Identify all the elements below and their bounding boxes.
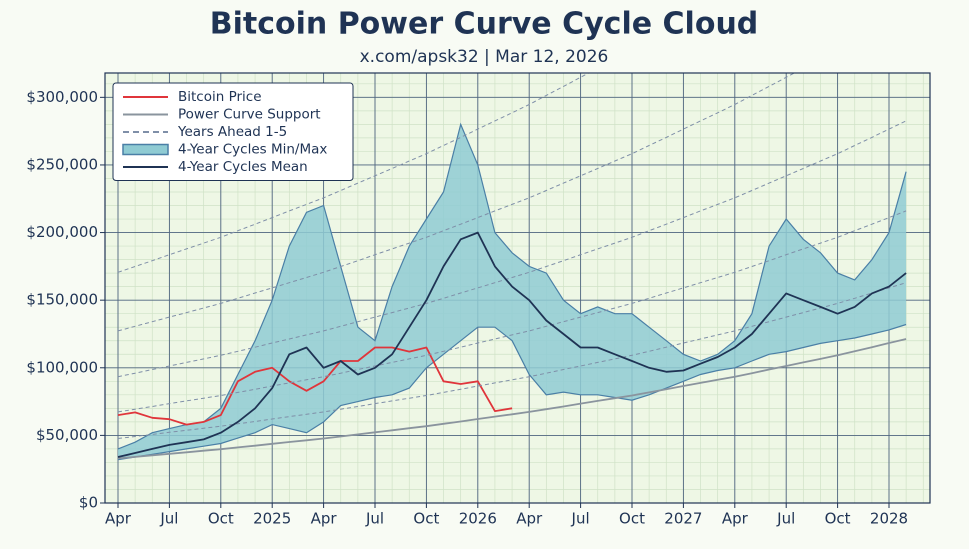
x-tick-label: 2025: [253, 510, 291, 528]
marks: [117, 73, 907, 461]
y-tick-label: $100,000: [26, 358, 98, 376]
y-tick-label: $200,000: [26, 223, 98, 241]
x-tick-label: 2027: [664, 510, 702, 528]
x-tick-label: Jul: [159, 510, 178, 528]
y-tick-label: $50,000: [36, 426, 98, 444]
x-tick-label: Jul: [571, 510, 590, 528]
x-tick-label: Apr: [722, 510, 749, 528]
years-ahead-line: [117, 73, 796, 332]
legend-label: Years Ahead 1-5: [177, 124, 287, 140]
series-line: [117, 338, 907, 460]
legend-label: Bitcoin Price: [178, 89, 262, 105]
chart-subtitle: x.com/apsk32 | Mar 12, 2026: [360, 47, 609, 67]
cycle-band: [118, 124, 907, 460]
years-ahead-line: [117, 120, 907, 378]
x-tick-label: Oct: [208, 510, 234, 528]
x-tick-label: Jul: [776, 510, 795, 528]
axes: $0 $50,000 $100,000 $150,000 $200,000 $250,00…: [26, 88, 908, 528]
x-tick-label: Oct: [825, 510, 851, 528]
legend-label: Power Curve Support: [178, 107, 321, 123]
years-ahead-line: [117, 210, 907, 413]
x-tick-label: Oct: [413, 510, 439, 528]
y-tick-label: $0: [79, 494, 98, 512]
years-ahead-line: [117, 282, 907, 439]
legend-swatch: [122, 143, 169, 156]
legend-label: 4-Year Cycles Min/Max: [178, 142, 327, 158]
x-tick-label: Apr: [516, 510, 543, 528]
y-tick-label: $150,000: [26, 291, 98, 309]
x-tick-label: 2026: [459, 510, 497, 528]
plot-frame: [104, 72, 931, 504]
chart-title: Bitcoin Power Curve Cycle Cloud: [210, 7, 759, 42]
legend-label: 4-Year Cycles Mean: [178, 159, 308, 175]
x-tick-label: Jul: [365, 510, 384, 528]
x-tick-label: 2028: [870, 510, 908, 528]
series-line: [117, 231, 907, 458]
x-tick-label: Apr: [105, 510, 132, 528]
band-edge: [117, 122, 907, 450]
series-line: [117, 346, 513, 426]
x-tick-label: Apr: [311, 510, 338, 528]
x-tick-label: Oct: [619, 510, 645, 528]
y-tick-label: $250,000: [26, 155, 98, 173]
y-tick-label: $300,000: [26, 88, 98, 106]
legend-box: [112, 82, 354, 181]
band-edge: [117, 323, 907, 461]
